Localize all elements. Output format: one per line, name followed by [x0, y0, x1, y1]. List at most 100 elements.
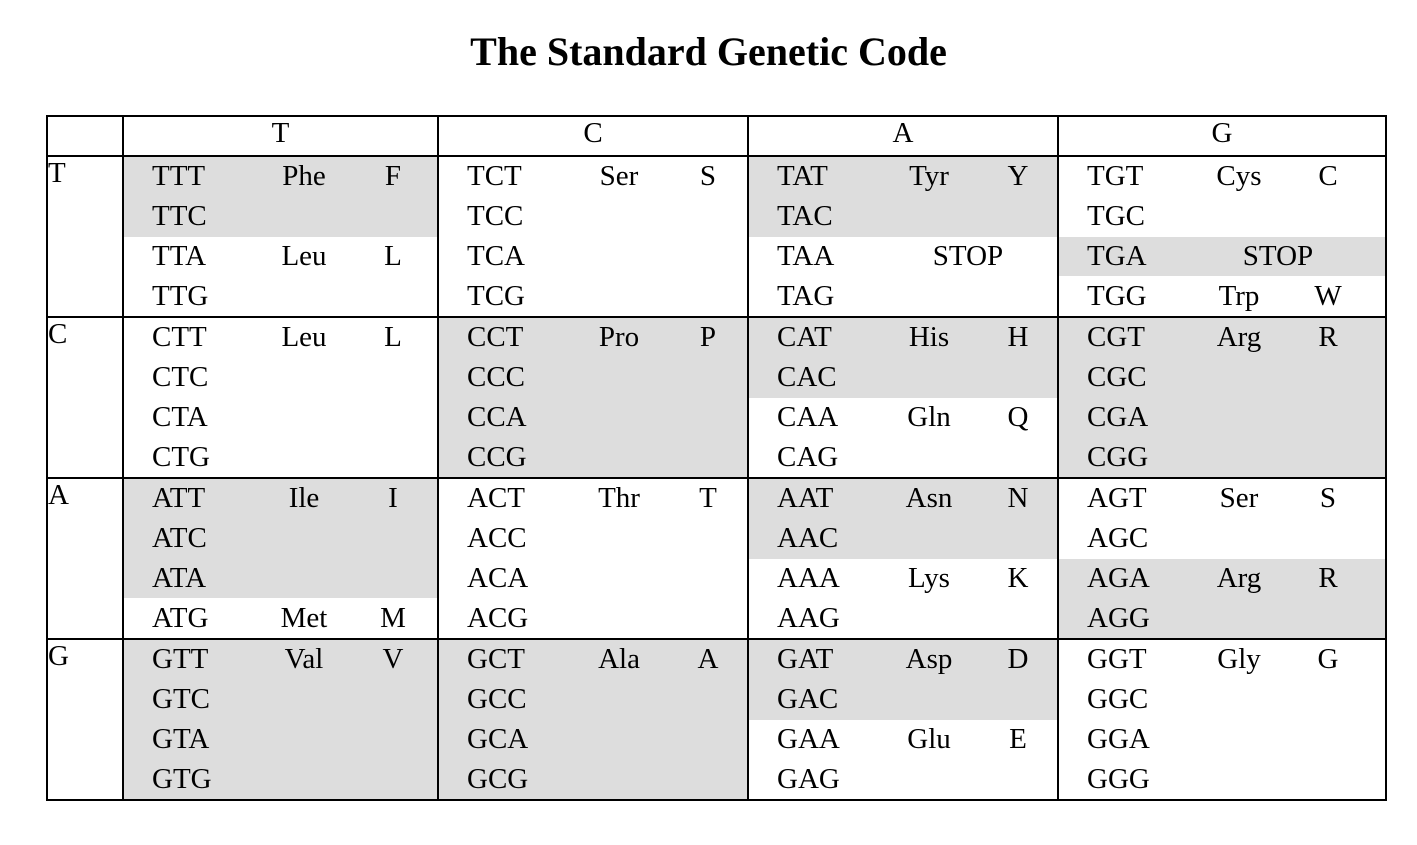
corner-cell	[46, 115, 124, 157]
amino-acid-name: Asn	[905, 482, 953, 515]
amino-acid-letter: Q	[1007, 400, 1029, 433]
codon-entry: TCC	[439, 197, 747, 237]
amino-acid-name: Lys	[908, 561, 950, 594]
amino-acid-name: Cys	[1216, 160, 1262, 193]
codon-entry: CGG	[1059, 437, 1385, 477]
codon: ACT	[467, 482, 525, 515]
codon-entry: TTC	[124, 196, 437, 237]
amino-acid-name: Pro	[598, 321, 640, 354]
codon-entry: CAG	[749, 437, 1057, 477]
amino-acid-letter: Y	[1007, 160, 1029, 193]
amino-acid-name: Gln	[907, 400, 951, 433]
codon: TCT	[467, 160, 522, 193]
amino-acid-letter: W	[1314, 279, 1342, 312]
codon-entry: TTG	[124, 276, 437, 316]
codon: GAC	[777, 683, 839, 716]
codon-entry: ATA	[124, 558, 437, 599]
codon: ATT	[152, 482, 206, 515]
amino-acid-name: Leu	[281, 239, 327, 272]
codon: CCG	[467, 440, 527, 473]
codon-cell: TCT Ser S TCC TCA TCG	[437, 155, 749, 318]
stop-label: STOP	[932, 239, 1004, 272]
codon-entry: ATC	[124, 518, 437, 559]
codon-cell: ATT Ile I ATC ATA ATG Met M	[122, 477, 439, 640]
codon: ACC	[467, 522, 527, 555]
codon-entry: GCA	[439, 719, 747, 760]
codon: GTA	[152, 722, 210, 755]
column-header-second-base: G	[1057, 115, 1387, 157]
codon-entry: CGA	[1059, 397, 1385, 438]
amino-acid-letter: N	[1007, 482, 1029, 515]
amino-acid-letter: M	[380, 601, 406, 634]
codon-entry: CAT His H	[749, 318, 1057, 358]
amino-acid-name: Ala	[598, 643, 640, 676]
codon-entry: TCG	[439, 276, 747, 316]
codon-entry: GCT Ala A	[439, 640, 747, 680]
codon: CTC	[152, 361, 209, 394]
codon-entry: TAT Tyr Y	[749, 157, 1057, 197]
codon: TCC	[467, 200, 524, 233]
amino-acid-letter: L	[384, 321, 402, 354]
amino-acid-letter: S	[699, 160, 717, 193]
amino-acid-letter: C	[1318, 160, 1338, 193]
amino-acid-letter: D	[1007, 643, 1029, 676]
amino-acid-letter: T	[699, 482, 717, 515]
codon-entry: CTC	[124, 358, 437, 398]
row-header-first-base: G	[46, 638, 124, 801]
amino-acid-letter: F	[384, 160, 402, 193]
codon-entry: GGC	[1059, 680, 1385, 720]
amino-acid-letter: E	[1009, 722, 1027, 755]
codon: GCG	[467, 762, 529, 795]
codon-entry: ACG	[439, 598, 747, 638]
codon: GGG	[1087, 762, 1150, 795]
codon-cell: TGT Cys C TGC TGA STOP TGG Trp W	[1057, 155, 1387, 318]
amino-acid-name: Tyr	[909, 160, 949, 193]
amino-acid-name: Glu	[907, 722, 951, 755]
codon-cell: AGT Ser S AGC AGA Arg R AGG	[1057, 477, 1387, 640]
codon-entry: GAC	[749, 679, 1057, 720]
codon: ATC	[152, 522, 207, 555]
codon: CTA	[152, 400, 208, 433]
codon-cell: TAT Tyr Y TAC TAA STOP TAG	[747, 155, 1059, 318]
codon-entry: CCT Pro P	[439, 318, 747, 358]
column-header-second-base: T	[122, 115, 439, 157]
codon: CAA	[777, 400, 839, 433]
codon-entry: GAT Asp D	[749, 640, 1057, 680]
codon: CAC	[777, 361, 837, 394]
codon: TAT	[777, 160, 828, 193]
amino-acid-letter: G	[1317, 643, 1339, 676]
amino-acid-name: Asp	[905, 643, 953, 676]
codon-entry: TGA STOP	[1059, 236, 1385, 277]
codon: GTT	[152, 643, 209, 676]
codon-entry: AGC	[1059, 519, 1385, 559]
codon: ACG	[467, 601, 529, 634]
amino-acid-name: Ser	[599, 160, 639, 193]
header-row: T C A G	[46, 115, 1387, 157]
table-row: C CTT Leu L CTC CTA CTG CCT Pro P CCC CCA CCG CAT His H…	[46, 316, 1387, 479]
amino-acid-letter: V	[382, 643, 404, 676]
codon: GTG	[152, 762, 212, 795]
codon-entry: AGT Ser S	[1059, 479, 1385, 519]
amino-acid-name: Arg	[1216, 561, 1262, 594]
codon: GGA	[1087, 722, 1150, 755]
codon: ATG	[152, 601, 209, 634]
codon: GGC	[1087, 683, 1149, 716]
page-title: The Standard Genetic Code	[470, 29, 947, 74]
amino-acid-letter: P	[699, 321, 717, 354]
amino-acid-letter: R	[1318, 561, 1338, 594]
codon: TCG	[467, 279, 525, 312]
codon: TGG	[1087, 279, 1147, 312]
codon-entry: GCG	[439, 759, 747, 799]
amino-acid-letter: I	[388, 482, 398, 515]
codon: TAG	[777, 279, 835, 312]
codon-entry: CAA Gln Q	[749, 398, 1057, 438]
codon-cell: GAT Asp D GAC GAA Glu E GAG	[747, 638, 1059, 801]
codon-entry: CCC	[439, 357, 747, 398]
codon: CTG	[152, 440, 210, 473]
codon-entry: AAT Asn N	[749, 479, 1057, 519]
codon-entry: GTG	[124, 759, 437, 799]
codon: TGA	[1087, 239, 1147, 272]
codon: TTC	[152, 200, 207, 233]
codon-entry: ATG Met M	[124, 598, 437, 638]
codon-cell: TTT Phe F TTC TTA Leu L TTG	[122, 155, 439, 318]
